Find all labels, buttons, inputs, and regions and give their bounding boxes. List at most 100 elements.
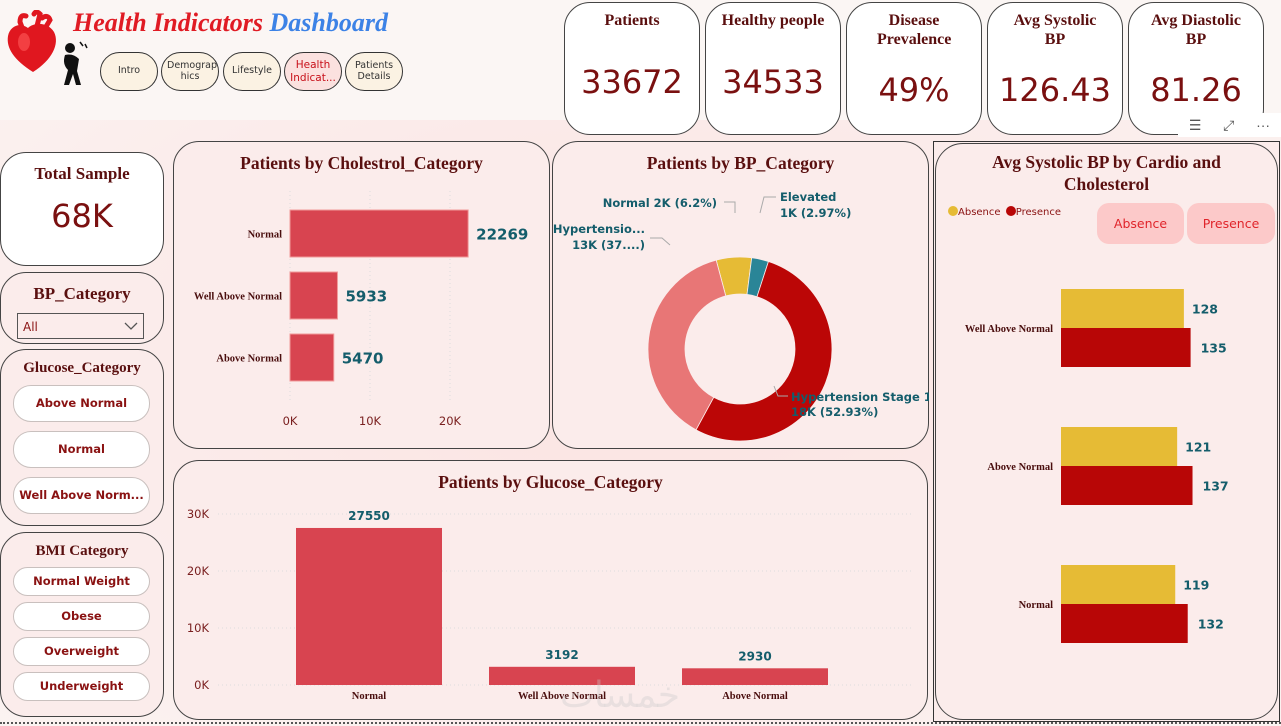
kpi-value: 33672	[581, 63, 683, 101]
y-tick-label: 30K	[187, 507, 210, 521]
kpi-card-healthy-people: Healthy people 34533	[705, 2, 841, 135]
nav-button-lifestyle[interactable]: Lifestyle	[223, 52, 281, 91]
legend-label-presence[interactable]: Presence	[1015, 207, 1061, 218]
category-label: Normal	[352, 691, 386, 702]
y-tick-label: 0K	[194, 678, 209, 692]
category-label: Above Normal	[216, 354, 282, 365]
kpi-card-patients: Patients 33672	[564, 2, 700, 135]
bar-absence	[1061, 427, 1178, 466]
chart-title: Patients by Glucose_Category	[438, 472, 663, 492]
bar	[289, 271, 338, 320]
watermark: خمسات	[560, 675, 681, 716]
systolic-bar-chart: 128 135 Well Above Normal 121 137 Above Norma…	[965, 289, 1229, 643]
slicer-option-normal[interactable]: Normal	[13, 431, 150, 468]
nav-label: Lifestyle	[232, 65, 272, 77]
legend-dot-presence	[1005, 206, 1016, 216]
data-label: 3192	[545, 648, 578, 662]
category-label: Well Above Normal	[518, 691, 606, 702]
data-label: 5470	[342, 350, 384, 368]
chart-legend: Absence Presence	[948, 206, 1061, 218]
data-label: 132	[1198, 617, 1224, 632]
kpi-value: 81.26	[1150, 71, 1242, 109]
bar	[289, 209, 469, 258]
slice-label-elevated-value: 1K (2.97%)	[780, 206, 851, 220]
category-label: Above Normal	[722, 691, 788, 702]
bar-presence	[1061, 466, 1193, 505]
legend-dot-absence	[948, 206, 958, 216]
chevron-down-icon	[124, 322, 138, 330]
category-label: Above Normal	[987, 462, 1053, 473]
slicer-option-underweight[interactable]: Underweight	[13, 672, 150, 701]
slice-label-elevated: Elevated	[780, 190, 836, 204]
bar-absence	[1061, 289, 1184, 328]
slicer-option-normal-weight[interactable]: Normal Weight	[13, 567, 150, 596]
focus-mode-icon[interactable]: ⤢	[1223, 116, 1235, 133]
bp-category-dropdown[interactable]: All	[17, 313, 144, 339]
bar	[296, 527, 442, 685]
dropdown-value: All	[23, 320, 38, 334]
nav-button-health-indicators[interactable]: Health Indicat...	[284, 52, 342, 91]
page-title: Health Indicators Dashboard	[73, 8, 388, 38]
data-label: 137	[1203, 479, 1229, 494]
bp-category-chart-card: Patients by BP_Category	[552, 141, 929, 449]
nav-button-patients-details[interactable]: Patients Details	[345, 52, 403, 91]
x-tick-label: 10K	[359, 414, 382, 428]
kpi-label: Disease Prevalence	[877, 12, 952, 49]
kpi-value: 49%	[878, 71, 950, 109]
bar-presence	[1061, 604, 1188, 643]
filter-icon[interactable]: ☰	[1188, 116, 1202, 133]
slicer-option-well-above-normal[interactable]: Well Above Norm...	[13, 477, 150, 514]
slicer-option-overweight[interactable]: Overweight	[13, 637, 150, 666]
glucose-category-slicer: Glucose_Category Above Normal Normal Wel…	[0, 349, 164, 526]
slice-label-hypertension-1: Hypertension Stage 1	[791, 390, 929, 404]
slice-label-hypertension-1-value: 18K (52.93%)	[791, 405, 878, 419]
nav-button-demographics[interactable]: Demograp hics	[161, 52, 219, 91]
category-label: Normal	[1019, 600, 1053, 611]
cholesterol-bar-chart: 0K 10K 20K Normal 22269 Well Above Normal 5933…	[194, 191, 528, 428]
total-sample-label: Total Sample	[34, 164, 130, 183]
slice-label-hypertension-2: Hypertensio...	[553, 222, 645, 236]
kpi-label: Avg Diastolic BP	[1151, 12, 1241, 49]
leader-line	[724, 201, 736, 213]
data-label: 5933	[345, 288, 387, 306]
nav-label: Health Indicat...	[290, 59, 336, 84]
kpi-card-disease-prevalence: Disease Prevalence 49%	[846, 2, 982, 135]
data-label: 119	[1183, 578, 1209, 593]
bar-absence	[1061, 565, 1176, 604]
y-tick-label: 10K	[187, 621, 210, 635]
donut-slice	[647, 259, 727, 431]
total-sample-card: Total Sample 68K	[0, 152, 164, 266]
kpi-card-avg-diastolic-bp: Avg Diastolic BP 81.26	[1128, 2, 1264, 135]
y-tick-label: 20K	[187, 564, 210, 578]
bar	[289, 333, 335, 382]
visual-toolbar: ☰ ⤢ ···	[1178, 113, 1281, 137]
more-options-icon[interactable]: ···	[1256, 117, 1271, 133]
legend-label-absence[interactable]: Absence	[958, 207, 1001, 218]
data-label: 121	[1185, 440, 1211, 455]
title-part-1: Health Indicators	[73, 8, 263, 37]
leader-line	[773, 385, 788, 397]
data-label: 135	[1201, 341, 1227, 356]
page-bottom-border	[0, 722, 1281, 726]
slice-label-hypertension-2-value: 13K (37....)	[572, 238, 645, 252]
absence-filter-button[interactable]: Absence	[1097, 203, 1184, 244]
presence-filter-button[interactable]: Presence	[1187, 203, 1275, 244]
category-label: Normal	[248, 230, 282, 241]
category-label: Well Above Normal	[965, 324, 1053, 335]
nav-button-intro[interactable]: Intro	[100, 52, 158, 91]
chart-title: Avg Systolic BP by Cardio and Cholestero…	[992, 152, 1221, 194]
slicer-option-above-normal[interactable]: Above Normal	[13, 385, 150, 422]
donut-slice	[695, 261, 833, 442]
category-label: Well Above Normal	[194, 292, 282, 303]
bar-presence	[1061, 328, 1191, 367]
kpi-label: Patients	[604, 12, 660, 29]
cholesterol-chart-card: Patients by Cholestrol_Category	[173, 141, 550, 449]
x-tick-label: 20K	[439, 414, 462, 428]
slicer-option-obese[interactable]: Obese	[13, 602, 150, 631]
x-tick-label: 0K	[283, 414, 298, 428]
bmi-category-slicer: BMI Category Normal Weight Obese Overwei…	[0, 532, 164, 717]
bp-category-donut-chart: Normal 2K (6.2%) Elevated 1K (2.97%) Hypert…	[553, 190, 929, 442]
bmi-category-label: BMI Category	[35, 543, 129, 559]
total-sample-value: 68K	[51, 197, 113, 235]
kpi-label: Avg Systolic BP	[1013, 12, 1097, 49]
